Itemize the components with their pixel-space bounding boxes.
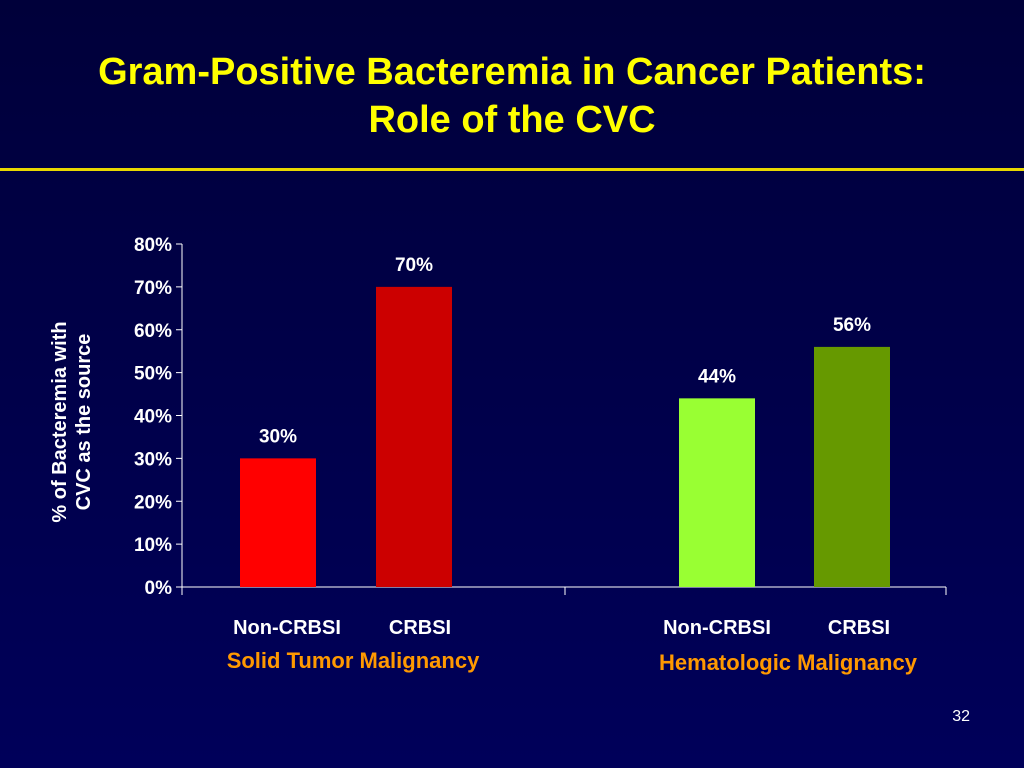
y-tick-label: 80% (134, 235, 172, 256)
y-tick-label: 50% (134, 364, 172, 385)
y-axis-title-line-1: % of Bacteremia with (49, 321, 71, 523)
y-axis-title-line-2: CVC as the source (73, 333, 95, 511)
bar-value-label: 44% (698, 366, 736, 387)
y-tick-label: 10% (134, 535, 172, 556)
y-tick-label: 30% (134, 449, 172, 470)
y-tick-label: 0% (145, 578, 173, 599)
y-axis-title: % of Bacteremia with CVC as the source (48, 282, 96, 562)
x-category-label: Non-CRBSI (663, 617, 771, 639)
x-category-label: CRBSI (827, 617, 891, 639)
bar-value-label: 30% (259, 426, 297, 447)
y-tick-label: 20% (134, 492, 172, 513)
x-category-label: CRBSI (388, 617, 452, 639)
bar (679, 398, 755, 587)
slide-title: Gram-Positive Bacteremia in Cancer Patie… (0, 48, 1024, 144)
bar (376, 286, 452, 587)
group-label-hematologic: Hematologic Malignancy (659, 650, 917, 675)
y-tick-label: 40% (134, 407, 172, 428)
bar (240, 458, 316, 587)
y-tick-label: 60% (134, 321, 172, 342)
title-line-1: Gram-Positive Bacteremia in Cancer Patie… (98, 51, 926, 93)
page-number: 32 (952, 708, 970, 725)
title-line-2: Role of the CVC (368, 99, 656, 141)
y-tick-label: 70% (134, 278, 172, 299)
x-category-label: Non-CRBSI (233, 617, 341, 639)
title-divider (0, 168, 1024, 171)
group-label-solid-tumor: Solid Tumor Malignancy (226, 648, 480, 673)
bar-value-label: 56% (833, 315, 871, 336)
bar (814, 346, 890, 587)
bar-value-label: 70% (395, 255, 433, 276)
